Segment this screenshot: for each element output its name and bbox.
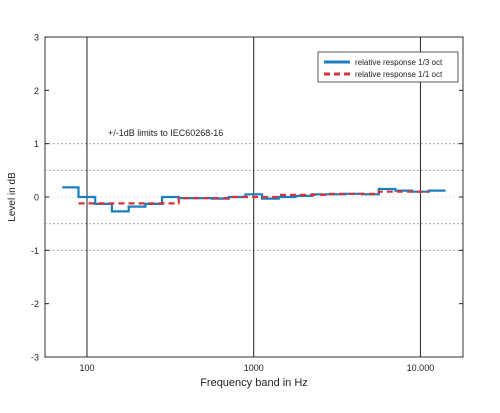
series-line-1-3-oct	[62, 186, 446, 213]
y-tick-label: 2	[34, 86, 39, 96]
y-tick-label: 0	[34, 193, 39, 203]
x-tick-label: 10.000	[407, 363, 435, 373]
x-axis-label: Frequency band in Hz	[200, 377, 308, 389]
tick-layer: 3 2 1 0 -1 -2 -3 100 1000 10.000	[31, 33, 463, 373]
legend-box	[317, 51, 459, 83]
legend: relative response 1/3 oct relative respo…	[317, 51, 459, 83]
y-tick-label: 3	[34, 33, 39, 43]
grid-layer	[45, 37, 463, 357]
legend-label-1-3-oct: relative response 1/3 oct	[355, 58, 443, 67]
x-tick-label: 100	[79, 363, 94, 373]
series-layer	[62, 186, 446, 213]
y-axis-label: Level in dB	[7, 172, 18, 222]
legend-label-1-1-oct: relative response 1/1 oct	[355, 70, 443, 79]
series-line-1-1-oct	[78, 190, 429, 205]
y-tick-label: -3	[31, 353, 39, 363]
x-tick-label: 1000	[244, 363, 264, 373]
limit-annotation: +/-1dB limits to IEC60268-16	[108, 128, 223, 138]
y-tick-label: -2	[31, 299, 39, 309]
y-tick-label: -1	[31, 246, 39, 256]
y-tick-label: 1	[34, 139, 39, 149]
